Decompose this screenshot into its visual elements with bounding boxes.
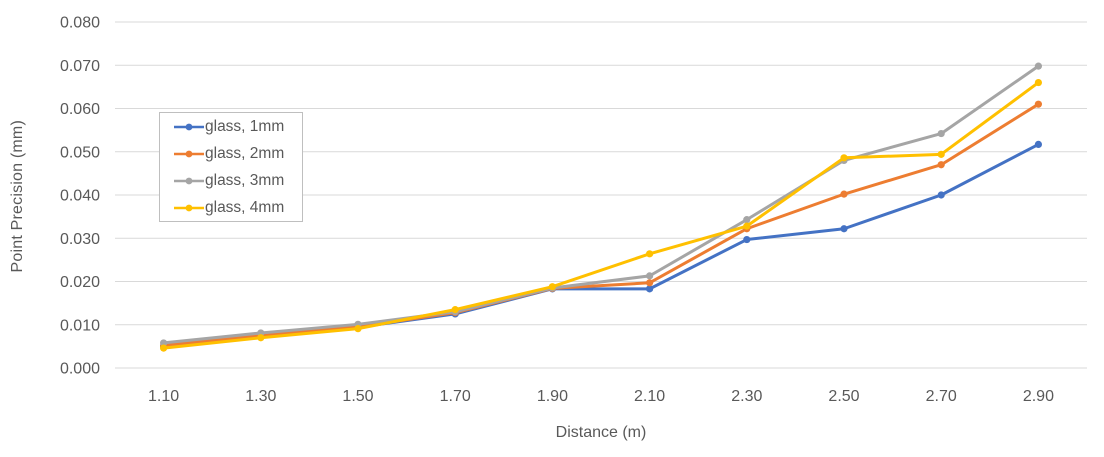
y-tick-label: 0.000 — [60, 361, 100, 378]
legend-label: glass, 2mm — [205, 144, 285, 162]
data-point-marker — [1034, 78, 1042, 87]
series-line-glass-3mm — [162, 64, 1040, 345]
x-tick-label: 1.10 — [148, 388, 179, 405]
y-tick-label: 0.020 — [60, 274, 100, 291]
data-point-marker — [646, 250, 654, 258]
y-tick-label: 0.080 — [60, 15, 100, 32]
legend-label: glass, 3mm — [205, 171, 285, 189]
data-point-marker — [743, 222, 751, 230]
data-point-marker — [840, 225, 848, 233]
x-tick-label: 2.10 — [634, 388, 665, 405]
legend-label: glass, 4mm — [205, 198, 285, 216]
legend-item: glass, 4mm — [174, 194, 302, 221]
x-tick-label: 1.50 — [342, 388, 373, 405]
legend: glass, 1mm glass, 2mm glass, 3mm glass, 4mm — [159, 112, 303, 222]
data-point-marker — [1034, 100, 1042, 108]
data-point-marker — [1034, 140, 1042, 148]
data-point-marker — [840, 190, 848, 198]
legend-label: glass, 1mm — [205, 117, 285, 135]
y-tick-label: 0.040 — [60, 188, 100, 205]
x-tick-label: 2.50 — [828, 388, 859, 405]
data-point-marker — [257, 334, 265, 342]
data-point-marker — [646, 279, 654, 287]
x-tick-label: 1.90 — [537, 388, 568, 405]
series-line-glass-4mm — [162, 81, 1040, 350]
legend-item: glass, 1mm — [174, 113, 302, 140]
legend-marker-icon — [174, 204, 204, 211]
x-tick-label: 2.90 — [1023, 388, 1054, 405]
x-tick-label: 1.70 — [440, 388, 471, 405]
y-axis-title-wrap: Point Precision (mm) — [2, 0, 34, 392]
y-tick-label: 0.060 — [60, 101, 100, 118]
legend-marker-icon — [174, 177, 204, 184]
data-point-marker — [548, 283, 557, 291]
data-point-marker — [354, 325, 362, 333]
data-point-marker — [160, 344, 168, 352]
y-tick-label: 0.010 — [60, 317, 100, 334]
y-tick-label: 0.030 — [60, 231, 100, 248]
data-point-marker — [937, 161, 945, 169]
x-tick-label: 2.70 — [926, 388, 957, 405]
data-point-marker — [743, 235, 751, 244]
data-point-marker — [160, 339, 168, 347]
series-line-glass-2mm — [162, 102, 1040, 348]
x-tick-label: 2.30 — [731, 388, 762, 405]
y-axis-title: Point Precision (mm) — [9, 119, 26, 273]
data-point-marker — [840, 154, 848, 162]
data-point-marker — [937, 150, 945, 158]
legend-item: glass, 2mm — [174, 140, 302, 167]
data-point-marker — [743, 216, 751, 224]
data-point-marker — [937, 191, 945, 199]
data-point-marker — [646, 285, 654, 293]
legend-marker-icon — [174, 123, 204, 130]
y-tick-label: 0.070 — [60, 58, 100, 75]
y-tick-label: 0.050 — [60, 144, 100, 161]
data-point-marker — [1034, 62, 1042, 70]
x-tick-label: 1.30 — [245, 388, 276, 405]
data-point-marker — [451, 306, 459, 314]
legend-item: glass, 3mm — [174, 167, 302, 194]
data-point-marker — [646, 272, 654, 280]
legend-marker-icon — [174, 150, 204, 157]
data-point-marker — [937, 129, 945, 138]
x-axis-title: Distance (m) — [555, 424, 647, 441]
